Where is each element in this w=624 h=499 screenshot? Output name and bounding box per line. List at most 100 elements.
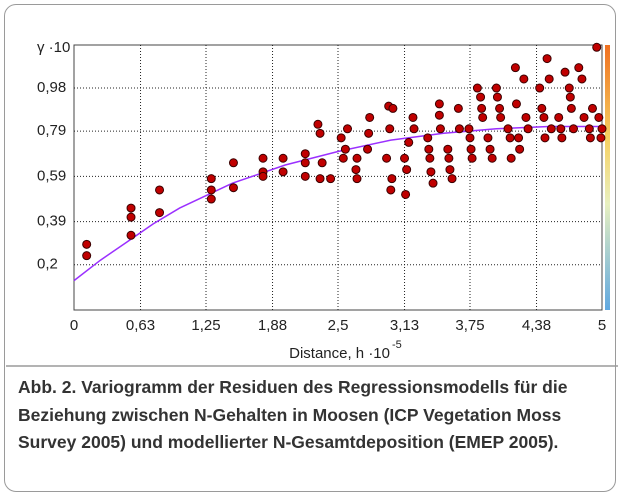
point <box>206 174 216 184</box>
point <box>315 128 325 138</box>
point <box>340 144 350 154</box>
point <box>476 92 486 102</box>
point <box>386 185 396 195</box>
point <box>408 112 418 122</box>
point <box>428 178 438 188</box>
point <box>82 239 92 249</box>
point <box>300 171 310 181</box>
point <box>424 144 434 154</box>
point <box>596 133 606 143</box>
point <box>579 112 589 122</box>
x-axis-label: Distance, h ·10 <box>289 345 390 362</box>
point <box>402 165 412 175</box>
caption: Abb. 2. Variogramm der Residuen des Regr… <box>18 377 568 452</box>
point <box>387 174 397 184</box>
point <box>537 103 547 113</box>
x-tick-label: 4,38 <box>522 317 551 334</box>
point <box>521 112 531 122</box>
point <box>447 174 457 184</box>
point <box>557 133 567 143</box>
point <box>317 158 327 168</box>
point <box>539 112 549 122</box>
y-tick-label: 0,98 <box>37 79 66 96</box>
point <box>313 119 323 129</box>
point <box>206 185 216 195</box>
point <box>564 83 574 93</box>
point <box>565 92 575 102</box>
point <box>400 153 410 163</box>
point <box>485 144 495 154</box>
color-bar <box>605 45 610 310</box>
point <box>352 153 362 163</box>
point <box>592 42 602 52</box>
point <box>126 212 136 222</box>
point <box>258 171 268 181</box>
y-tick-label: 0,79 <box>37 122 66 139</box>
x-tick-label: 1,25 <box>191 317 220 334</box>
point <box>315 174 325 184</box>
point <box>503 124 513 134</box>
point <box>426 167 436 177</box>
point <box>364 128 374 138</box>
point <box>495 103 505 113</box>
point <box>385 124 395 134</box>
point <box>556 124 566 134</box>
point <box>467 153 477 163</box>
point <box>326 174 336 184</box>
point <box>444 153 454 163</box>
point <box>478 112 488 122</box>
x-tick-label: 3,75 <box>455 317 484 334</box>
x-axis-label-exponent: -5 <box>392 339 402 351</box>
point <box>594 112 604 122</box>
point <box>491 83 501 93</box>
point <box>466 144 476 154</box>
point <box>258 153 268 163</box>
point <box>554 112 564 122</box>
point <box>577 74 587 84</box>
point <box>597 124 607 134</box>
point <box>505 133 515 143</box>
y-tick-label: 0,39 <box>37 213 66 230</box>
point <box>506 153 516 163</box>
point <box>126 203 136 213</box>
point <box>278 153 288 163</box>
point <box>487 153 497 163</box>
point <box>472 83 482 93</box>
x-tick-label: 5 <box>598 317 606 334</box>
point <box>568 124 578 134</box>
point <box>510 63 520 73</box>
point <box>445 165 455 175</box>
point <box>465 133 475 143</box>
point <box>483 133 493 143</box>
point <box>352 174 362 184</box>
point <box>336 133 346 143</box>
point <box>388 103 398 113</box>
point <box>382 153 392 163</box>
point <box>206 194 216 204</box>
point <box>584 124 594 134</box>
point <box>454 124 464 134</box>
point <box>343 124 353 134</box>
x-tick-label: 1,88 <box>258 317 287 334</box>
point <box>425 153 435 163</box>
point <box>511 99 521 109</box>
point <box>338 153 348 163</box>
point <box>443 144 453 154</box>
point <box>523 124 533 134</box>
point <box>404 137 414 147</box>
point <box>300 158 310 168</box>
point <box>574 63 584 73</box>
point <box>566 103 576 113</box>
point <box>82 251 92 261</box>
point <box>585 133 595 143</box>
point <box>126 230 136 240</box>
figure-frame <box>4 4 616 492</box>
point <box>464 124 474 134</box>
point <box>540 133 550 143</box>
point <box>542 54 552 64</box>
point <box>434 110 444 120</box>
point <box>228 183 238 193</box>
point <box>228 158 238 168</box>
point <box>435 124 445 134</box>
